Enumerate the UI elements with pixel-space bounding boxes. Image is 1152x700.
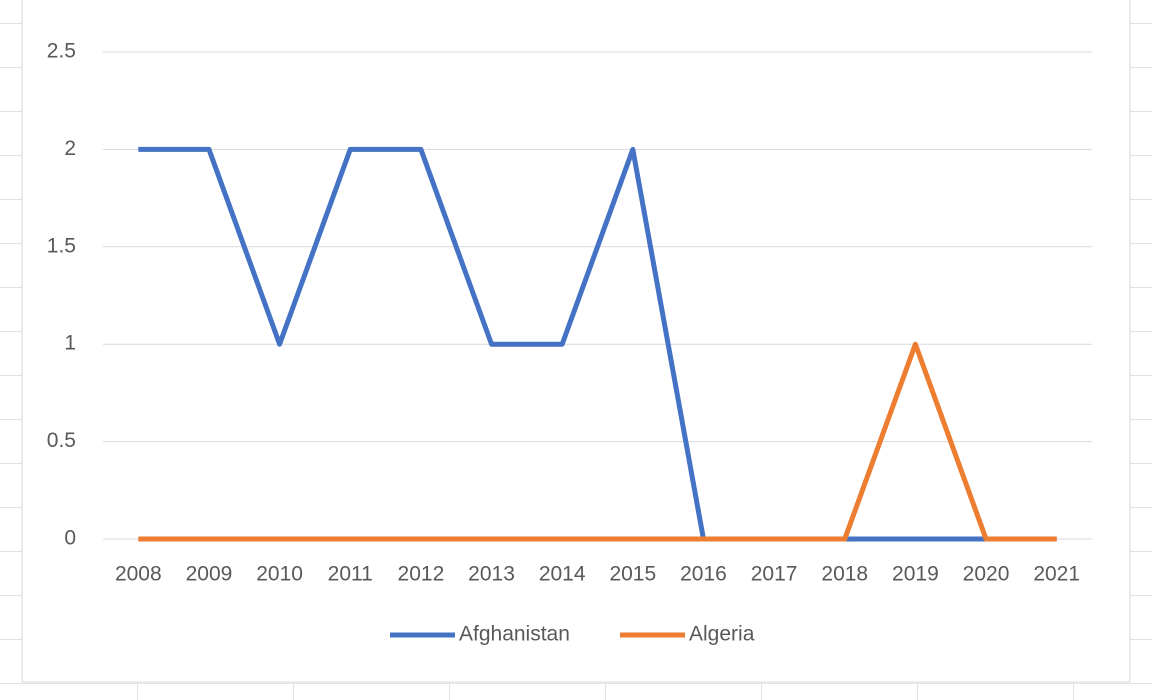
x-tick-label: 2019 — [892, 563, 939, 586]
chart-area — [21, 0, 1131, 683]
y-tick-label: 1.5 — [47, 234, 76, 257]
x-tick-label: 2011 — [328, 563, 373, 586]
x-tick-label: 2009 — [186, 563, 233, 586]
x-tick-label: 2018 — [821, 563, 868, 586]
y-tick-label: 1 — [64, 332, 76, 355]
series-line — [138, 146, 1057, 542]
x-tick-label: 2010 — [256, 563, 303, 586]
legend-label: Afghanistan — [459, 623, 570, 646]
x-tick-label: 2008 — [115, 563, 162, 586]
y-tick-label: 2 — [64, 137, 76, 160]
x-tick-label: 2017 — [751, 563, 798, 586]
x-tick-label: 2015 — [609, 563, 656, 586]
series-line — [138, 341, 1057, 542]
y-tick-label: 0.5 — [47, 429, 76, 452]
y-tick-label: 2.5 — [47, 40, 76, 63]
x-tick-label: 2012 — [398, 563, 445, 586]
x-tick-label: 2020 — [963, 563, 1010, 586]
x-tick-label: 2014 — [539, 563, 586, 586]
x-tick-label: 2016 — [680, 563, 727, 586]
y-tick-label: 0 — [64, 527, 76, 550]
x-tick-label: 2013 — [468, 563, 515, 586]
legend-label: Algeria — [689, 623, 755, 646]
x-tick-label: 2021 — [1033, 563, 1080, 586]
